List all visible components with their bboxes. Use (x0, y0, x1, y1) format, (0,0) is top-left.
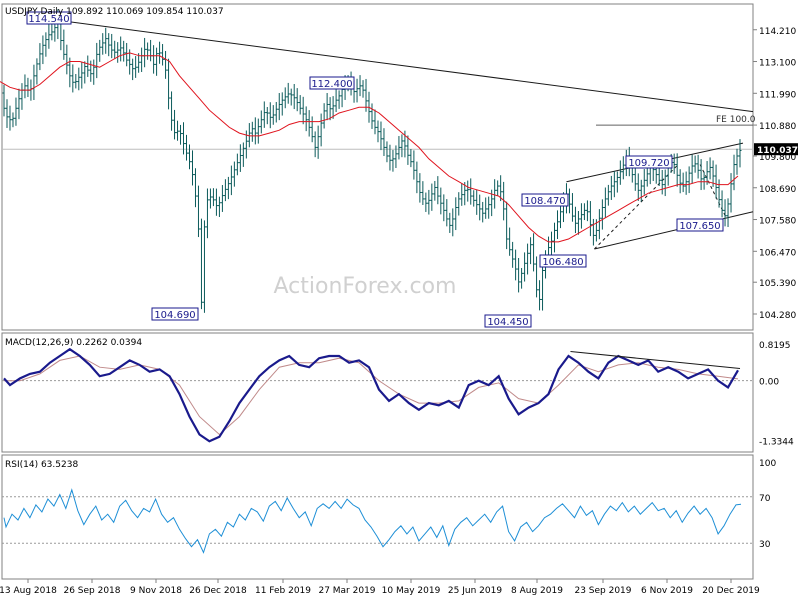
watermark-text: ActionForex.com (274, 274, 457, 299)
date-axis-label: 11 Feb 2019 (255, 586, 311, 596)
price-axis-label: 107.580 (759, 217, 796, 227)
macd-signal-line (4, 355, 739, 436)
date-axis-label: 23 Sep 2019 (574, 586, 631, 596)
channel-lower-line (594, 211, 754, 250)
macd-title: MACD(12,26,9) 0.2262 0.0394 (5, 338, 142, 348)
price-annotation-label: 106.480 (542, 257, 583, 268)
price-annotation-label: 104.690 (154, 310, 195, 321)
price-annotation-label: 104.450 (487, 317, 528, 328)
rsi-line (3, 488, 742, 554)
price-annotation-label: 107.650 (679, 221, 720, 232)
date-axis-label: 8 Aug 2019 (511, 586, 563, 596)
rsi-title: RSI(14) 63.5238 (5, 460, 78, 470)
price-annotation-label: 108.470 (524, 196, 565, 207)
price-annotation-label: 114.540 (28, 14, 69, 25)
moving-average-line (0, 52, 739, 243)
macd-axis-label: 0.8195 (759, 341, 791, 351)
date-axis-label: 20 Dec 2019 (702, 586, 760, 596)
price-axis-label: 104.280 (759, 311, 796, 321)
macd-line (3, 347, 739, 443)
price-annotation-box (539, 254, 587, 268)
price-annotation-box (521, 193, 569, 207)
date-axis-label: 9 Nov 2018 (130, 586, 182, 596)
last-price-tag (754, 143, 798, 156)
chart-title: USDJPY,Daily 109.892 110.069 109.854 110… (5, 7, 224, 17)
rsi-axis-label: 30 (759, 540, 771, 550)
date-axis-label: 10 May 2019 (382, 586, 441, 596)
price-annotation-label: 109.720 (628, 158, 669, 169)
price-axis-label: 111.990 (759, 90, 796, 100)
date-axis-label: 26 Sep 2018 (63, 586, 120, 596)
macd-axis-label: 0.00 (759, 378, 779, 388)
price-annotation-box (26, 11, 72, 25)
macd-trendline (570, 350, 741, 370)
price-axis-label: 110.880 (759, 122, 796, 132)
price-axis-label: 113.100 (759, 59, 796, 69)
price-axis-label: 106.470 (759, 248, 796, 258)
price-annotation-box (625, 155, 673, 169)
rsi-axis-label: 70 (759, 494, 771, 504)
price-annotation-box (676, 218, 724, 232)
long-term-trendline (57, 19, 754, 113)
main-pane-frame (1, 3, 754, 331)
macd-axis-label: -1.3344 (759, 438, 794, 448)
dashed-leg-line (594, 164, 679, 250)
date-axis-label: 13 Aug 2018 (0, 586, 57, 596)
price-axis-label: 105.390 (759, 279, 796, 289)
date-axis-label: 26 Dec 2018 (189, 586, 247, 596)
date-axis-label: 25 Jun 2019 (448, 586, 502, 596)
rsi-pane-frame (1, 454, 754, 580)
date-axis-label: 6 Nov 2019 (641, 586, 693, 596)
last-price-value: 110.037 (757, 146, 798, 156)
price-axis-label: 108.690 (759, 185, 796, 195)
date-axis-label: 27 Mar 2019 (318, 586, 375, 596)
macd-pane-frame (1, 332, 754, 453)
price-annotation-box (309, 76, 355, 90)
price-annotation-box (151, 307, 199, 321)
fe-level-label: FE 100.0 (716, 115, 756, 125)
price-axis-label: 114.210 (759, 27, 796, 37)
price-axis-label: 109.800 (759, 153, 796, 163)
price-annotation-box (484, 314, 532, 328)
rsi-axis-label: 100 (759, 459, 776, 469)
price-annotation-label: 112.400 (311, 79, 352, 90)
